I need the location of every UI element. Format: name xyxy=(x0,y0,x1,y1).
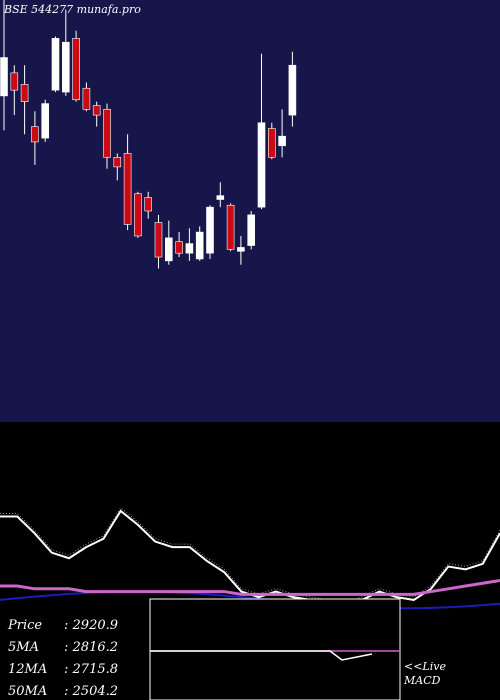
candle-body-up xyxy=(216,195,225,200)
candle xyxy=(165,220,173,265)
candle xyxy=(113,153,122,181)
legend-value: 2715.8 xyxy=(72,662,119,677)
candle xyxy=(31,111,39,165)
candle-body-down xyxy=(10,72,19,91)
candle-body-down xyxy=(113,156,122,168)
candle xyxy=(51,36,60,93)
price-chart xyxy=(0,0,500,422)
candle xyxy=(257,53,266,210)
candle-body-up xyxy=(165,237,173,262)
candle xyxy=(92,101,101,127)
candle-body-up xyxy=(0,57,8,97)
candle-body-down xyxy=(134,193,142,237)
candle-body-down xyxy=(226,204,235,250)
candle-body-up xyxy=(288,64,297,116)
macd-frame xyxy=(149,598,401,700)
candle xyxy=(61,9,70,96)
candle-body-down xyxy=(175,241,183,254)
candle-body-down xyxy=(82,87,91,110)
candle xyxy=(195,226,204,261)
candle xyxy=(206,205,214,259)
candle xyxy=(103,103,111,169)
legend-sep: : xyxy=(64,618,69,633)
candle-body-up xyxy=(237,247,245,252)
candle-body-down xyxy=(154,222,163,258)
candle xyxy=(278,109,286,158)
candle xyxy=(72,30,80,102)
legend-price: Price: 2920.9 xyxy=(8,618,148,633)
series-line-dotted xyxy=(0,507,500,603)
macd-line xyxy=(150,650,373,661)
legend-5ma: 5MA: 2816.2 xyxy=(8,640,148,655)
legend-sep: : xyxy=(64,662,69,677)
candle xyxy=(0,0,8,131)
legend-value: 2920.9 xyxy=(72,618,119,633)
candle-body-down xyxy=(31,126,39,143)
legend-sep: : xyxy=(64,684,69,699)
candle xyxy=(41,99,50,142)
legend-value: 2816.2 xyxy=(72,640,119,655)
candle xyxy=(237,235,245,265)
candle-body-down xyxy=(72,38,80,101)
chart-title: BSE 544277 munafa.pro xyxy=(4,3,141,16)
indicator-panel: Price: 2920.9 5MA: 2816.2 12MA: 2715.8 5… xyxy=(0,422,500,700)
candle-body-up xyxy=(51,38,60,91)
series-line-magenta xyxy=(0,578,500,596)
candle xyxy=(267,122,276,160)
price-panel: BSE 544277 munafa.pro xyxy=(0,0,500,422)
legend-12ma: 12MA: 2715.8 xyxy=(8,662,148,677)
candle-body-up xyxy=(278,135,286,147)
candle-body-up xyxy=(185,243,194,254)
price-background xyxy=(0,0,500,422)
candle xyxy=(247,211,255,250)
candle-body-up xyxy=(247,214,255,246)
candle xyxy=(123,134,132,231)
candle xyxy=(144,191,152,219)
macd-label: MACD xyxy=(404,674,441,687)
candle xyxy=(226,203,235,252)
macd-box xyxy=(149,598,401,700)
legend-key: 12MA xyxy=(8,662,48,677)
candle-body-down xyxy=(144,197,152,212)
candle xyxy=(134,191,142,238)
indicator-chart xyxy=(0,507,500,700)
candle-body-up xyxy=(257,122,266,208)
candle xyxy=(10,65,19,116)
candle-body-up xyxy=(206,206,214,254)
legend-50ma: 50MA: 2504.2 xyxy=(8,684,148,699)
legend-value: 2504.2 xyxy=(72,684,119,699)
candle xyxy=(175,232,183,258)
candle-body-up xyxy=(41,103,50,139)
candle-body-down xyxy=(20,84,29,102)
candle-body-down xyxy=(103,109,111,158)
live-label[interactable]: <<Live xyxy=(404,660,446,673)
candle xyxy=(154,214,163,269)
candle-body-up xyxy=(195,231,204,260)
candle xyxy=(185,228,194,261)
candle xyxy=(288,51,297,127)
candle-body-down xyxy=(267,128,276,158)
candle-body-down xyxy=(92,105,101,116)
series-line-blue xyxy=(0,590,500,610)
legend-key: Price xyxy=(8,618,43,633)
legend-sep: : xyxy=(64,640,69,655)
legend-key: 50MA xyxy=(8,684,48,699)
candle xyxy=(20,65,29,135)
candle-body-down xyxy=(123,153,132,225)
candle xyxy=(82,82,91,112)
candle xyxy=(216,182,225,208)
candle-body-up xyxy=(61,41,70,93)
legend-key: 5MA xyxy=(8,640,39,655)
